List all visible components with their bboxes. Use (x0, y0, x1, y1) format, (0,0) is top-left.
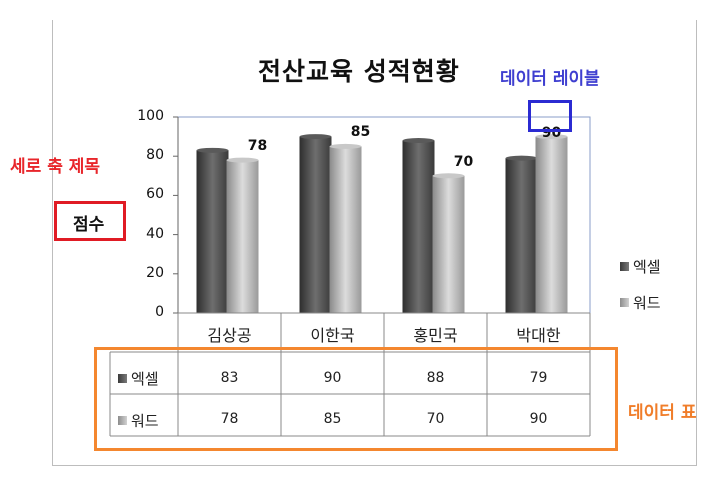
table-cell: 79 (529, 370, 548, 386)
table-cell: 90 (529, 411, 548, 427)
bar-top (535, 134, 568, 140)
y-tick-label: 60 (146, 186, 164, 203)
data-label: 70 (453, 153, 474, 170)
bar-word (226, 160, 259, 313)
bar-word (329, 146, 362, 313)
table-row-header-excel: 엑셀 (118, 368, 159, 389)
y-tick-label: 80 (146, 147, 164, 164)
legend-label-excel: 엑셀 (633, 258, 661, 276)
data-label: 85 (350, 124, 371, 141)
legend-item-excel: 엑셀 (620, 256, 661, 277)
bar-excel (402, 140, 435, 313)
bar-top (299, 134, 332, 140)
bar-top (226, 157, 259, 163)
data-table-callout: 데이터 표 (628, 403, 697, 423)
bar-top (329, 143, 362, 149)
category-label: 홍민국 (413, 326, 458, 345)
category-label: 박대한 (516, 326, 561, 345)
bar-top (432, 173, 465, 179)
data-label: 90 (541, 124, 562, 141)
table-row-header-word: 워드 (118, 410, 159, 431)
bar-word (432, 175, 465, 313)
legend-label-word: 워드 (633, 294, 661, 312)
table-cell: 70 (426, 411, 445, 427)
axis-title-callout: 세로 축 제목 (10, 157, 101, 177)
bar-top (196, 147, 229, 153)
table-row-label-excel: 엑셀 (131, 370, 159, 388)
bar-excel (505, 158, 538, 313)
table-row-label-word: 워드 (131, 412, 159, 430)
bar-excel (196, 150, 229, 313)
data-label: 78 (247, 138, 268, 155)
bar-excel (299, 136, 332, 313)
legend-swatch-word (620, 298, 629, 307)
y-tick-label: 0 (155, 304, 164, 320)
chart-title: 전산교육 성적현황 (258, 57, 460, 86)
legend-swatch-excel (620, 262, 629, 271)
data-label-highlight-box (528, 100, 572, 132)
table-swatch-word (118, 416, 127, 425)
data-label-callout: 데이터 레이블 (500, 69, 600, 89)
category-label: 이한국 (310, 326, 355, 345)
table-cell: 90 (323, 370, 342, 386)
category-label: 김상공 (207, 326, 252, 345)
y-axis-title: 점수 (73, 215, 105, 235)
y-tick-label: 40 (146, 225, 164, 242)
y-tick-label: 20 (146, 264, 164, 281)
legend-item-word: 워드 (620, 292, 661, 313)
axis-title-highlight-box (54, 201, 126, 241)
table-cell: 83 (220, 370, 239, 386)
bar-top (505, 155, 538, 161)
y-tick-label: 100 (137, 108, 164, 124)
bar-top (402, 138, 435, 144)
table-cell: 85 (323, 411, 342, 427)
table-cell: 78 (220, 411, 239, 427)
table-swatch-excel (118, 374, 127, 383)
data-table-highlight-box (94, 347, 618, 451)
table-cell: 88 (426, 370, 445, 386)
bar-word (535, 136, 568, 313)
